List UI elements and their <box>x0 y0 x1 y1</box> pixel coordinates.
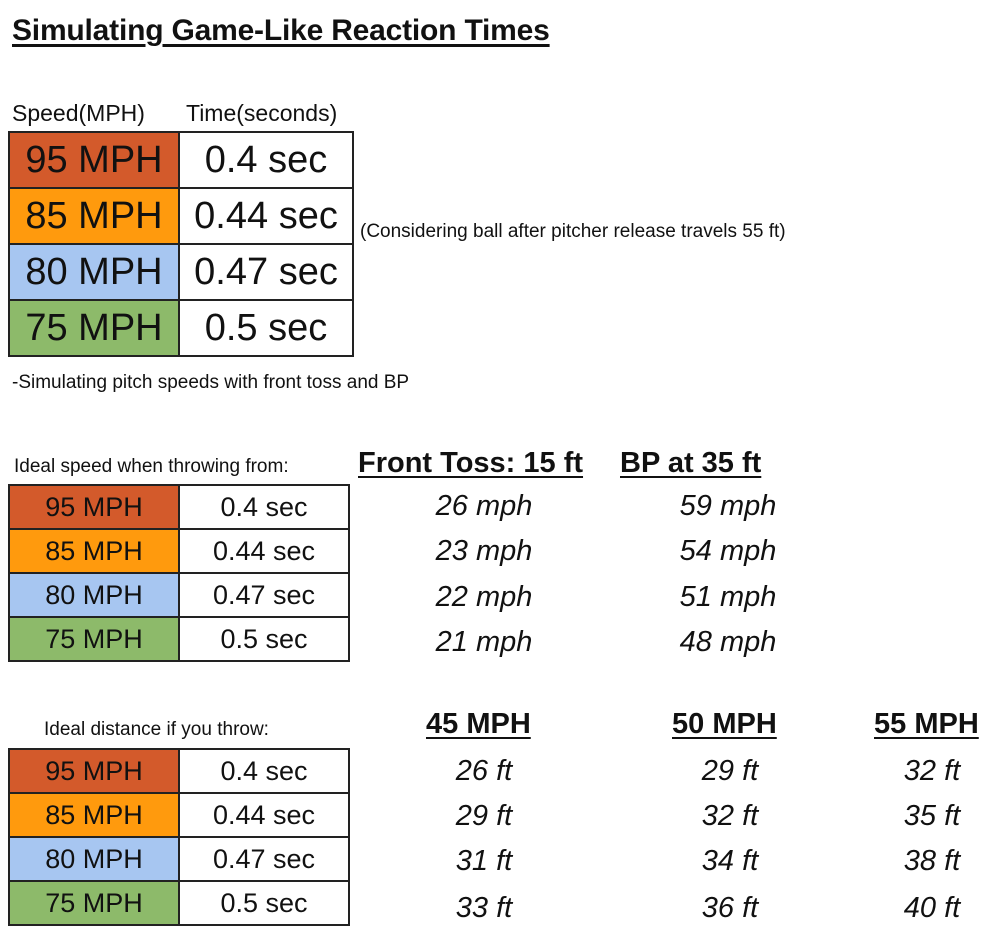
distance-55mph-value: 40 ft <box>903 892 961 924</box>
table-row: 75 MPH 0.5 sec <box>8 616 350 662</box>
throwing-speed-label: Ideal distance if you throw: <box>44 719 269 740</box>
page-title: Simulating Game-Like Reaction Times <box>12 14 550 47</box>
distance-50mph-value: 32 ft <box>701 800 759 832</box>
front-toss-value: 23 mph <box>435 535 533 567</box>
front-toss-value: 21 mph <box>435 626 533 658</box>
distance-55mph-value: 32 ft <box>903 755 961 787</box>
distance-55mph-value: 38 ft <box>903 845 961 877</box>
time-cell: 0.47 sec <box>178 836 350 882</box>
speed-cell: 95 MPH <box>8 484 180 530</box>
bp-column-header: BP at 35 ft <box>620 447 762 479</box>
time-cell: 0.5 sec <box>178 299 354 357</box>
col-50mph-header: 50 MPH <box>672 708 777 740</box>
table-row: 85 MPH 0.44 sec <box>8 187 354 245</box>
time-cell: 0.5 sec <box>178 880 350 926</box>
footnote: -Simulating pitch speeds with front toss… <box>12 372 410 393</box>
distance-50mph-value: 36 ft <box>701 892 759 924</box>
table-row: 75 MPH 0.5 sec <box>8 299 354 357</box>
front-toss-value: 22 mph <box>435 581 533 613</box>
table-row: 80 MPH 0.47 sec <box>8 836 350 882</box>
speed-cell: 95 MPH <box>8 131 180 189</box>
ideal-speed-table: 95 MPH 0.4 sec 85 MPH 0.44 sec 80 MPH 0.… <box>8 484 350 662</box>
time-cell: 0.47 sec <box>178 572 350 618</box>
speed-cell: 85 MPH <box>8 792 180 838</box>
table-row: 80 MPH 0.47 sec <box>8 572 350 618</box>
time-cell: 0.44 sec <box>178 528 350 574</box>
time-cell: 0.44 sec <box>178 792 350 838</box>
time-cell: 0.4 sec <box>178 484 350 530</box>
throwing-distance-label: Ideal speed when throwing from: <box>14 456 289 477</box>
table-row: 95 MPH 0.4 sec <box>8 131 354 189</box>
distance-45mph-value: 33 ft <box>455 892 513 924</box>
side-note: (Considering ball after pitcher release … <box>360 221 786 242</box>
speed-cell: 95 MPH <box>8 748 180 794</box>
table-row: 85 MPH 0.44 sec <box>8 528 350 574</box>
time-cell: 0.4 sec <box>178 748 350 794</box>
speed-cell: 80 MPH <box>8 572 180 618</box>
distance-50mph-value: 34 ft <box>701 845 759 877</box>
time-cell: 0.44 sec <box>178 187 354 245</box>
bp-value: 48 mph <box>679 626 777 658</box>
distance-50mph-value: 29 ft <box>701 755 759 787</box>
time-column-header: Time(seconds) <box>186 100 338 126</box>
bp-value: 51 mph <box>679 581 777 613</box>
bp-value: 59 mph <box>679 490 777 522</box>
speed-cell: 75 MPH <box>8 616 180 662</box>
distance-55mph-value: 35 ft <box>903 800 961 832</box>
col-45mph-header: 45 MPH <box>426 708 531 740</box>
time-cell: 0.5 sec <box>178 616 350 662</box>
table-row: 85 MPH 0.44 sec <box>8 792 350 838</box>
speed-cell: 85 MPH <box>8 187 180 245</box>
bp-value: 54 mph <box>679 535 777 567</box>
table-row: 75 MPH 0.5 sec <box>8 880 350 926</box>
speed-cell: 80 MPH <box>8 243 180 301</box>
front-toss-value: 26 mph <box>435 490 533 522</box>
time-cell: 0.47 sec <box>178 243 354 301</box>
speed-cell: 85 MPH <box>8 528 180 574</box>
table-row: 95 MPH 0.4 sec <box>8 748 350 794</box>
table-row: 95 MPH 0.4 sec <box>8 484 350 530</box>
ideal-distance-table: 95 MPH 0.4 sec 85 MPH 0.44 sec 80 MPH 0.… <box>8 748 350 926</box>
distance-45mph-value: 31 ft <box>455 845 513 877</box>
time-cell: 0.4 sec <box>178 131 354 189</box>
speed-cell: 80 MPH <box>8 836 180 882</box>
col-55mph-header: 55 MPH <box>874 708 979 740</box>
speed-cell: 75 MPH <box>8 880 180 926</box>
speed-column-header: Speed(MPH) <box>12 100 145 126</box>
distance-45mph-value: 29 ft <box>455 800 513 832</box>
table-row: 80 MPH 0.47 sec <box>8 243 354 301</box>
reaction-time-table: 95 MPH 0.4 sec 85 MPH 0.44 sec 80 MPH 0.… <box>8 131 354 357</box>
front-toss-column-header: Front Toss: 15 ft <box>358 447 584 479</box>
distance-45mph-value: 26 ft <box>455 755 513 787</box>
speed-cell: 75 MPH <box>8 299 180 357</box>
